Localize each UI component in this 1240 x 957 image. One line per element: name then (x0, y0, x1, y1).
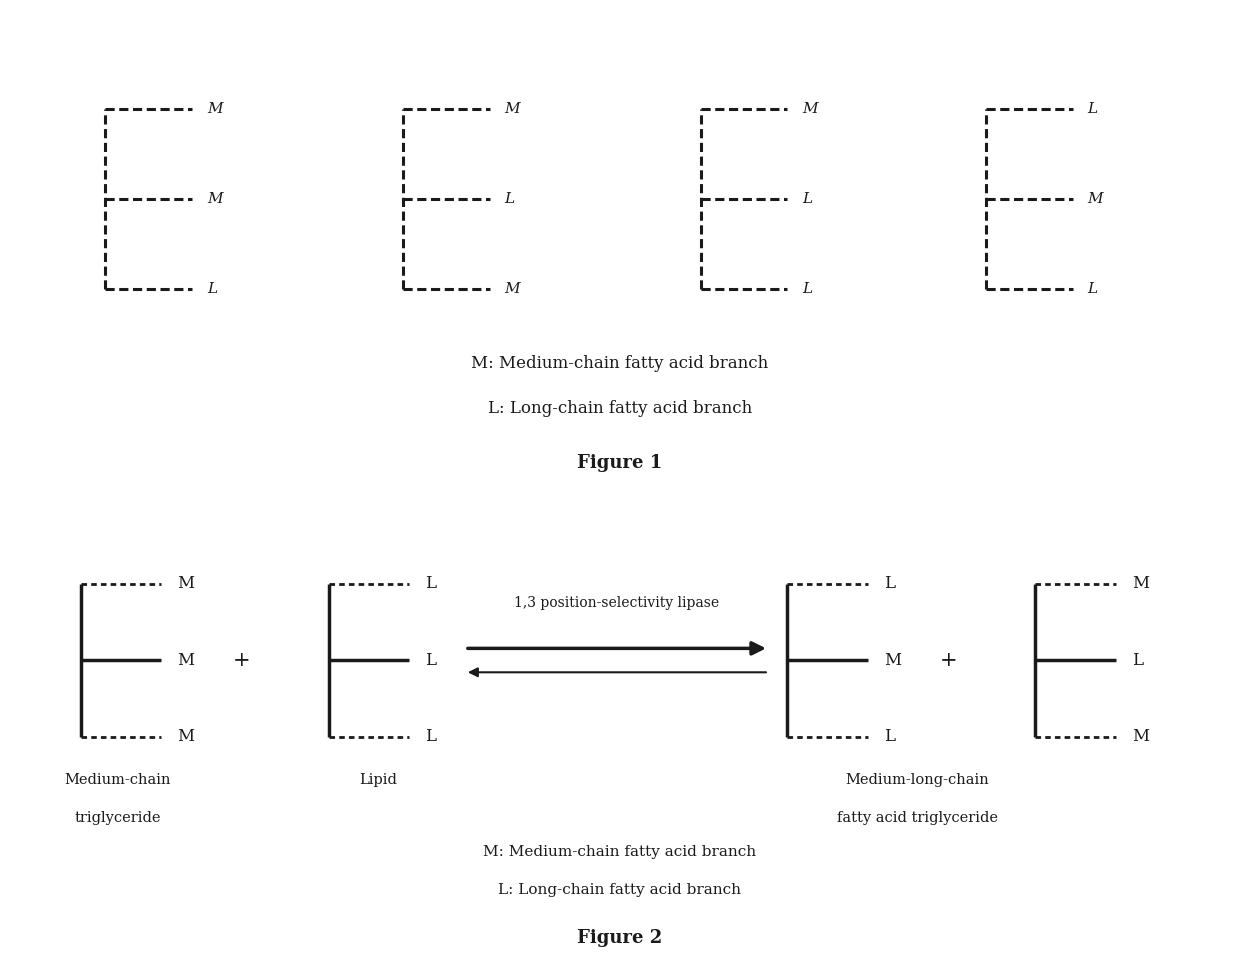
Text: L: L (425, 575, 436, 592)
Text: L: L (207, 281, 217, 296)
Text: Figure 2: Figure 2 (578, 929, 662, 946)
Text: Figure 1: Figure 1 (578, 454, 662, 472)
Text: M: Medium-chain fatty acid branch: M: Medium-chain fatty acid branch (484, 845, 756, 858)
Text: Medium-chain: Medium-chain (64, 773, 171, 787)
Text: M: M (207, 102, 223, 117)
Text: Lipid: Lipid (360, 773, 397, 787)
Text: L: Long-chain fatty acid branch: L: Long-chain fatty acid branch (498, 883, 742, 897)
Text: L: Long-chain fatty acid branch: L: Long-chain fatty acid branch (487, 400, 753, 416)
Text: L: L (802, 281, 812, 296)
Text: M: M (1132, 728, 1149, 746)
Text: L: L (425, 728, 436, 746)
Text: L: L (425, 652, 436, 669)
Text: +: + (233, 651, 250, 670)
Text: M: M (505, 281, 521, 296)
Text: 1,3 position-selectivity lipase: 1,3 position-selectivity lipase (515, 596, 719, 610)
Text: L: L (884, 728, 895, 746)
Text: +: + (940, 651, 957, 670)
Text: fatty acid triglyceride: fatty acid triglyceride (837, 812, 998, 825)
Text: M: Medium-chain fatty acid branch: M: Medium-chain fatty acid branch (471, 355, 769, 371)
Text: L: L (802, 192, 812, 206)
Text: L: L (505, 192, 515, 206)
Text: M: M (177, 728, 195, 746)
Text: M: M (802, 102, 818, 117)
Text: M: M (177, 652, 195, 669)
Text: M: M (177, 575, 195, 592)
Text: L: L (1087, 102, 1097, 117)
Text: M: M (207, 192, 223, 206)
Text: M: M (1132, 575, 1149, 592)
Text: M: M (884, 652, 901, 669)
Text: L: L (1087, 281, 1097, 296)
Text: triglyceride: triglyceride (74, 812, 161, 825)
Text: L: L (1132, 652, 1143, 669)
Text: M: M (505, 102, 521, 117)
Text: M: M (1087, 192, 1104, 206)
Text: Medium-long-chain: Medium-long-chain (846, 773, 990, 787)
Text: L: L (884, 575, 895, 592)
